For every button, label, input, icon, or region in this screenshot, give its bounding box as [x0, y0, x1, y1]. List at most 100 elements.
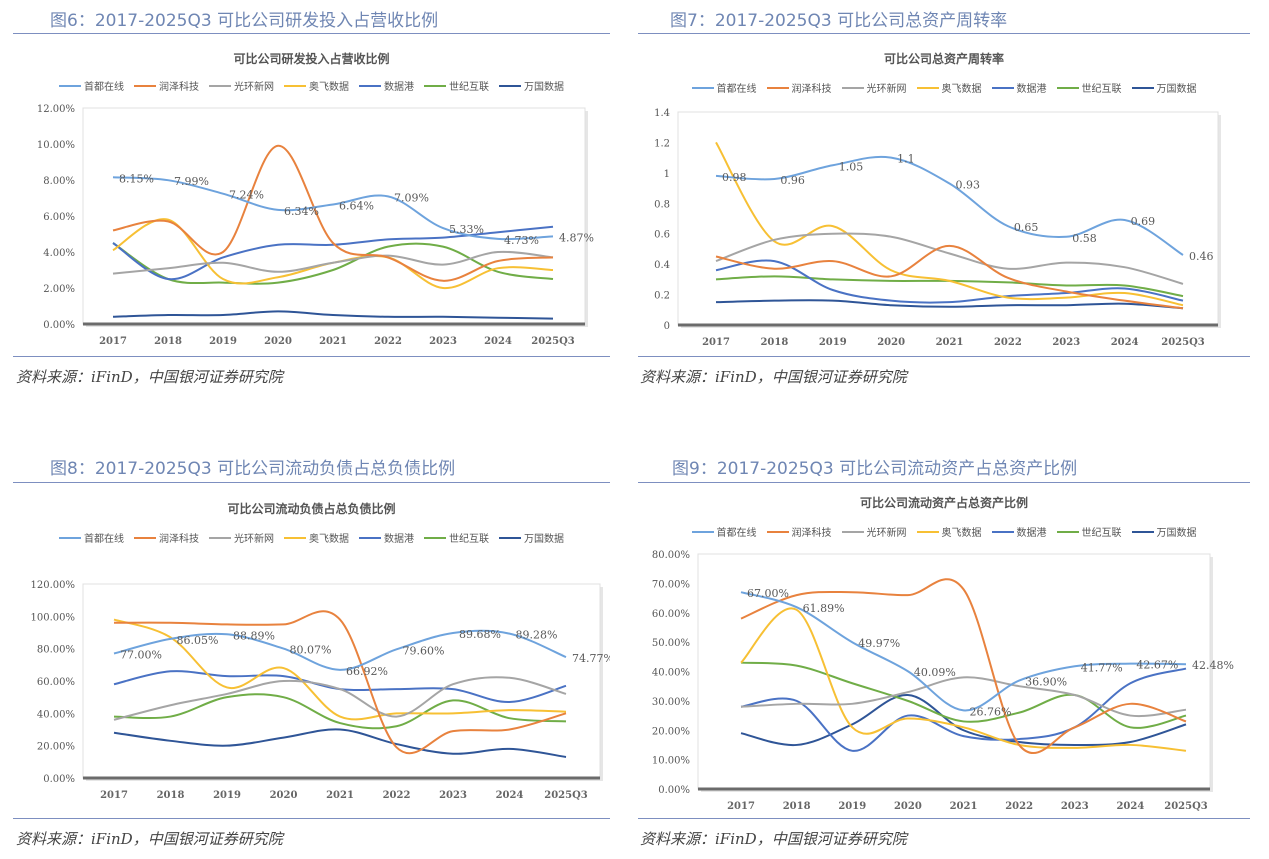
legend-label: 万国数据	[1156, 528, 1197, 539]
y-tick-label: 20.00%	[652, 726, 690, 737]
data-label: 0.93	[956, 179, 981, 192]
legend-swatch	[424, 84, 446, 87]
legend-label: 奥飞数据	[309, 534, 349, 545]
legend-item: 光环新网	[841, 524, 907, 539]
data-label: 88.89%	[233, 629, 275, 642]
chart-title: 可比公司流动资产占总资产比例	[859, 496, 1028, 510]
data-label: 1.1	[897, 153, 915, 166]
legend-item: 万国数据	[1131, 80, 1197, 95]
data-label: 86.05%	[177, 634, 219, 647]
legend-item: 润泽科技	[766, 524, 832, 539]
data-label: 89.28%	[516, 629, 558, 642]
plot-area	[82, 107, 586, 325]
data-label: 0.58	[1072, 232, 1097, 245]
x-tick-label: 2020	[894, 801, 922, 812]
legend-swatch	[499, 536, 521, 539]
legend-swatch	[59, 536, 81, 539]
data-label: 61.89%	[803, 602, 845, 615]
legend-label: 首都在线	[716, 84, 757, 95]
legend-item: 奥飞数据	[916, 524, 982, 539]
y-tick-label: 0.8	[654, 199, 670, 210]
legend-label: 光环新网	[234, 82, 274, 93]
legend-swatch	[59, 84, 81, 87]
chart-title: 可比公司总资产周转率	[883, 52, 1004, 66]
legend-swatch	[359, 84, 381, 87]
legend-item: 奥飞数据	[284, 530, 349, 545]
legend-label: 万国数据	[524, 82, 564, 93]
data-label: 7.09%	[394, 191, 429, 204]
chart-area: 可比公司流动资产占总资产比例 首都在线 润泽科技 光环新网 奥飞数据 数据港 世纪互联 万国…	[638, 486, 1250, 814]
x-tick-label: 2024	[1111, 337, 1139, 348]
source-note: 资料来源：iFinD，中国银河证券研究院	[16, 368, 283, 386]
y-tick-label: 1.2	[654, 138, 670, 149]
x-tick-label: 2020	[264, 336, 292, 347]
legend-item: 首都在线	[691, 524, 757, 539]
chart-area: 可比公司总资产周转率 首都在线 润泽科技 光环新网 奥飞数据 数据港 世纪互联 万国数据 0…	[638, 38, 1250, 350]
line-chart: 0 0.2 0.4 0.6 0.8 1 1.2 1.4 2017 2018 2019 2020 2021…	[654, 108, 1221, 348]
data-label: 80.07%	[290, 644, 332, 657]
series-line-2	[740, 578, 1187, 754]
x-tick-label: 2022	[1005, 801, 1033, 812]
x-tick-label: 2017	[702, 337, 730, 348]
series-line-3	[715, 232, 1184, 285]
series-line-7	[113, 728, 567, 758]
y-tick-label: 50.00%	[652, 638, 690, 649]
source-note: 资料来源：iFinD，中国银河证券研究院	[640, 830, 907, 848]
y-tick-label: 1.4	[654, 108, 670, 119]
legend-swatch	[841, 530, 864, 533]
legend-swatch	[1056, 530, 1079, 533]
legend-label: 首都在线	[84, 534, 124, 545]
legend-item: 首都在线	[691, 80, 757, 95]
series-line-3	[112, 250, 554, 275]
y-tick-label: 1	[664, 169, 670, 180]
legend-swatch	[766, 86, 789, 89]
legend-swatch	[284, 84, 306, 87]
series-line-1	[112, 176, 554, 241]
legend-label: 首都在线	[716, 528, 757, 539]
legend-item: 世纪互联	[424, 78, 489, 93]
legend-item: 润泽科技	[766, 80, 832, 95]
legend-item: 润泽科技	[134, 78, 199, 93]
data-label: 4.73%	[504, 234, 539, 247]
legend-item: 万国数据	[499, 530, 564, 545]
series-line-4	[715, 141, 1184, 307]
legend-item: 世纪互联	[1056, 524, 1122, 539]
legend-label: 数据港	[1016, 528, 1047, 539]
source-divider	[638, 356, 1250, 357]
line-chart: 0.00% 20.00% 40.00% 60.00% 80.00% 100.00% 120.…	[31, 580, 614, 801]
data-label: 42.67%	[1136, 659, 1178, 672]
source-divider	[13, 356, 610, 357]
title-divider	[638, 33, 1250, 34]
legend-label: 润泽科技	[159, 82, 199, 93]
y-tick-label: 80.00%	[37, 645, 75, 656]
chart-title: 可比公司研发投入占营收比例	[233, 52, 390, 66]
y-tick-label: 70.00%	[652, 579, 690, 590]
chart-area: 可比公司研发投入占营收比例 首都在线 润泽科技 光环新网 奥飞数据 数据港 世纪互联 万国数…	[13, 38, 610, 350]
legend-swatch	[916, 530, 939, 533]
series-line-7	[715, 299, 1184, 310]
data-label: 79.60%	[403, 644, 445, 657]
y-tick-label: 0.00%	[658, 785, 690, 796]
legend-label: 世纪互联	[1081, 528, 1122, 539]
data-label: 5.33%	[449, 223, 484, 236]
series-line-3	[113, 676, 567, 721]
data-label: 0.46	[1189, 250, 1214, 263]
figure-title: 图9：2017-2025Q3 可比公司流动资产占总资产比例	[672, 459, 1078, 479]
plot-area	[697, 553, 1211, 790]
y-tick-label: 8.00%	[43, 176, 75, 187]
legend-swatch	[499, 84, 521, 87]
y-tick-label: 0.2	[654, 291, 670, 302]
legend-swatch	[359, 536, 381, 539]
legend-label: 奥飞数据	[309, 82, 349, 93]
data-label: 1.05	[839, 160, 864, 173]
x-tick-label: 2024	[496, 790, 524, 801]
legend-swatch	[691, 530, 714, 533]
series-line-5	[740, 667, 1187, 752]
legend-swatch	[1131, 86, 1154, 89]
legend-item: 数据港	[359, 530, 414, 545]
legend-item: 润泽科技	[134, 530, 199, 545]
figure-title: 图8：2017-2025Q3 可比公司流动负债占总负债比例	[50, 459, 456, 479]
x-tick-label: 2022	[994, 337, 1022, 348]
source-divider	[13, 818, 610, 819]
legend-label: 奥飞数据	[941, 528, 982, 539]
